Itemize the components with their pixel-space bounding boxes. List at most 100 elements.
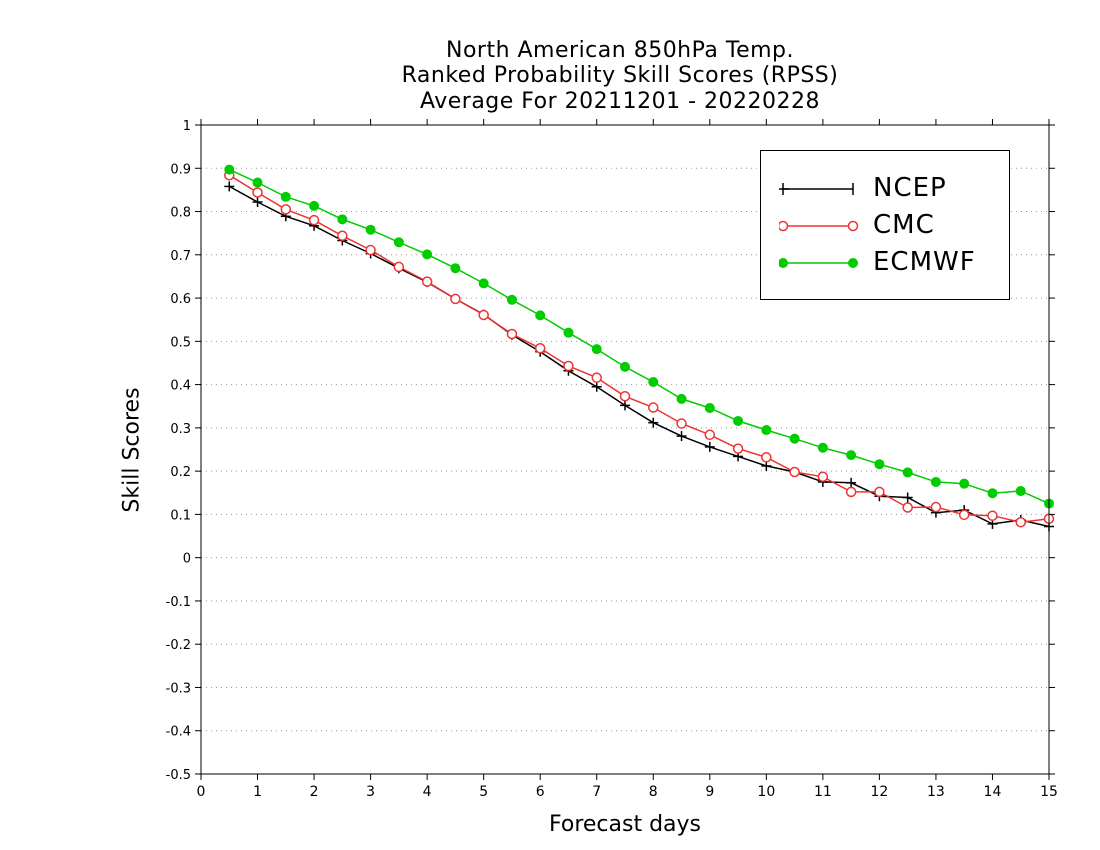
y-tick-label: 0.2 bbox=[170, 465, 191, 480]
y-tick-label: 0.6 bbox=[170, 292, 191, 307]
point-cmc bbox=[308, 214, 320, 226]
point-ecmwf bbox=[450, 263, 461, 274]
point-ecmwf bbox=[704, 402, 715, 413]
point-ecmwf bbox=[535, 310, 546, 321]
y-tick-label: 0.3 bbox=[170, 422, 191, 437]
y-tick-label: 0.8 bbox=[170, 206, 191, 221]
legend-item-cmc: CMC bbox=[761, 208, 1011, 244]
point-ecmwf bbox=[309, 200, 320, 211]
point-ecmwf bbox=[506, 294, 517, 305]
point-cmc bbox=[987, 510, 998, 521]
point-cmc bbox=[337, 230, 348, 242]
point-cmc bbox=[421, 276, 433, 287]
point-ecmwf bbox=[224, 164, 235, 175]
point-ecmwf bbox=[676, 393, 687, 404]
point-ecmwf bbox=[761, 425, 772, 436]
y-axis-label: Skill Scores bbox=[119, 387, 145, 513]
point-ecmwf bbox=[478, 278, 489, 289]
x-tick-label: 1 bbox=[253, 784, 262, 800]
point-cmc bbox=[252, 187, 263, 198]
point-cmc bbox=[450, 293, 461, 305]
point-ncep bbox=[846, 477, 857, 488]
y-tick-label: -0.4 bbox=[166, 725, 191, 740]
point-cmc bbox=[704, 429, 716, 441]
point-cmc bbox=[958, 509, 970, 521]
x-tick-label: 0 bbox=[197, 784, 206, 800]
point-ecmwf bbox=[789, 433, 800, 444]
axis-ticks: -0.5 -0.4 -0.3 -0.2 -0.1 0 0.1 0.2 0.3 0.4 0.5 0.6 0… bbox=[166, 119, 1058, 800]
point-ncep bbox=[676, 431, 687, 442]
y-tick-label: 0.5 bbox=[170, 335, 191, 350]
point-cmc bbox=[676, 418, 687, 429]
point-ncep bbox=[648, 417, 659, 428]
x-tick-label: 7 bbox=[592, 784, 601, 800]
x-tick-label: 9 bbox=[705, 784, 714, 800]
point-cmc bbox=[930, 501, 942, 513]
chart-title-line-2: Ranked Probability Skill Scores (RPSS) bbox=[401, 63, 839, 88]
point-ecmwf bbox=[902, 467, 913, 478]
point-ecmwf bbox=[648, 377, 659, 388]
point-ncep bbox=[620, 400, 630, 411]
point-ecmwf bbox=[337, 214, 348, 225]
legend-cmc-symbol bbox=[779, 220, 859, 232]
x-tick-label: 5 bbox=[479, 784, 488, 800]
point-ecmwf bbox=[620, 361, 630, 372]
point-cmc bbox=[789, 466, 800, 478]
point-ecmwf bbox=[591, 344, 602, 355]
point-ecmwf bbox=[733, 415, 744, 426]
point-cmc bbox=[648, 402, 659, 413]
point-ncep bbox=[704, 441, 715, 452]
x-tick-label: 12 bbox=[870, 784, 888, 800]
point-cmc bbox=[619, 391, 631, 402]
x-tick-label: 8 bbox=[649, 784, 658, 800]
x-tick-label: 11 bbox=[814, 784, 832, 800]
y-tick-label: 0.4 bbox=[170, 379, 191, 394]
point-cmc bbox=[732, 443, 744, 454]
point-ecmwf bbox=[959, 478, 970, 489]
legend-label-ncep: NCEP bbox=[873, 173, 947, 203]
legend-label-cmc: CMC bbox=[873, 210, 935, 240]
point-ncep bbox=[252, 197, 263, 208]
x-tick-label: 3 bbox=[366, 784, 375, 800]
legend: NCEP CMC ECMWF bbox=[760, 150, 1010, 300]
point-cmc bbox=[563, 360, 574, 372]
point-cmc bbox=[761, 452, 772, 463]
point-ecmwf bbox=[422, 249, 433, 260]
point-cmc bbox=[478, 309, 489, 321]
point-ecmwf bbox=[817, 442, 828, 453]
y-tick-label: -0.1 bbox=[166, 595, 191, 610]
x-tick-label: 4 bbox=[423, 784, 432, 800]
point-cmc bbox=[393, 261, 405, 273]
x-tick-label: 2 bbox=[310, 784, 319, 800]
legend-ecmwf-symbol bbox=[779, 258, 858, 268]
point-ncep bbox=[902, 492, 913, 503]
y-tick-label: -0.5 bbox=[166, 768, 191, 783]
x-tick-label: 6 bbox=[536, 784, 545, 800]
x-axis-label: Forecast days bbox=[548, 812, 702, 837]
y-tick-label: -0.2 bbox=[166, 638, 191, 653]
point-ecmwf bbox=[365, 224, 376, 235]
y-tick-label: 1 bbox=[183, 119, 191, 134]
x-tick-label: 15 bbox=[1040, 784, 1058, 800]
x-tick-label: 10 bbox=[757, 784, 775, 800]
point-cmc bbox=[817, 471, 829, 483]
point-cmc bbox=[280, 204, 292, 215]
point-cmc bbox=[1015, 516, 1026, 528]
chart-title-line-3: Average For 20211201 - 20220228 bbox=[419, 89, 821, 114]
point-ecmwf bbox=[1015, 486, 1026, 497]
chart-title-line-1: North American 850hPa Temp. bbox=[445, 38, 795, 63]
point-cmc bbox=[591, 372, 602, 383]
point-cmc bbox=[874, 486, 885, 498]
point-cmc bbox=[902, 502, 913, 513]
y-tick-label: 0.9 bbox=[170, 162, 191, 177]
y-tick-label: 0.7 bbox=[170, 249, 191, 264]
point-cmc bbox=[534, 343, 546, 354]
point-cmc bbox=[506, 328, 518, 340]
point-ecmwf bbox=[930, 476, 941, 487]
point-cmc bbox=[845, 486, 857, 498]
point-ecmwf bbox=[987, 488, 998, 499]
x-tick-label: 14 bbox=[984, 784, 1002, 800]
legend-item-ecmwf: ECMWF bbox=[761, 245, 1011, 281]
series-layer bbox=[224, 164, 1055, 532]
